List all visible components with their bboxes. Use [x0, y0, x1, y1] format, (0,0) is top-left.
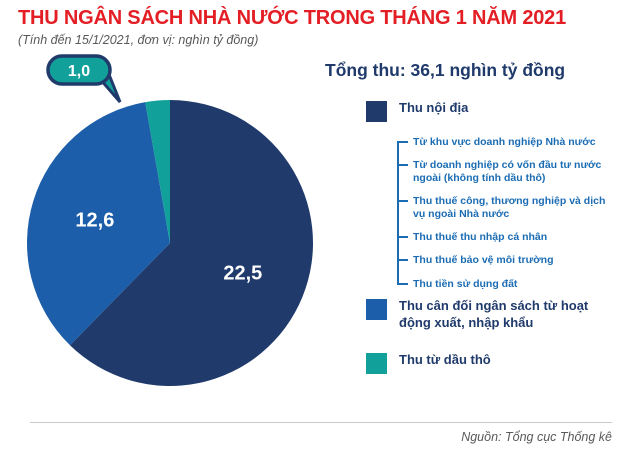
footer-divider: [30, 422, 612, 423]
pie-chart: 22,5 12,6: [27, 100, 314, 386]
legend-item-domestic: Thu nội địa: [366, 100, 618, 122]
sub-legend-item: Từ doanh nghiệp có vốn đầu tư nước ngoài…: [397, 159, 615, 184]
sub-legend-item: Thu thuế thu nhập cá nhân: [397, 231, 615, 243]
page-subtitle: (Tính đến 15/1/2021, đơn vị: nghìn tỷ đồ…: [18, 33, 259, 47]
source-text: Nguồn: Tổng cục Thống kê: [461, 430, 612, 444]
legend-item-import-export: Thu cân đối ngân sách từ hoạt động xuất,…: [366, 298, 618, 332]
callout-pill: [46, 54, 112, 86]
legend-item-crude-oil: Thu từ dầu thô: [366, 352, 618, 374]
sub-legend-item: Thu tiền sử dụng đất: [397, 278, 615, 290]
sub-legend: Từ khu vực doanh nghiệp Nhà nước Từ doan…: [397, 136, 615, 290]
legend-swatch-import-export: [366, 299, 387, 320]
page-title: THU NGÂN SÁCH NHÀ NƯỚC TRONG THÁNG 1 NĂM…: [18, 7, 567, 29]
sub-legend-item: Thu thuế công, thương nghiệp và dịch vụ …: [397, 195, 615, 220]
callout-bubble: 1,0: [46, 54, 122, 103]
legend-swatch-crude-oil: [366, 353, 387, 374]
callout-label: 1,0: [68, 63, 90, 80]
pie-slice-2: [27, 102, 170, 346]
legend-label-domestic: Thu nội địa: [399, 100, 469, 115]
pie-slice-label-2: 12,6: [75, 210, 114, 232]
pie-slice-1: [69, 100, 314, 386]
legend-label-crude-oil: Thu từ dầu thô: [399, 352, 491, 367]
pie-slice-label-1: 22,5: [223, 263, 262, 285]
sub-legend-item: Thu thuế bảo vệ môi trường: [397, 254, 615, 266]
legend-label-import-export: Thu cân đối ngân sách từ hoạt động xuất,…: [399, 298, 589, 330]
legend-swatch-domestic: [366, 101, 387, 122]
sub-legend-item: Từ khu vực doanh nghiệp Nhà nước: [397, 136, 615, 148]
pie-slice-3: [145, 100, 170, 243]
legend-connector-line: [397, 142, 399, 284]
total-revenue-heading: Tổng thu: 36,1 nghìn tỷ đồng: [325, 60, 566, 80]
